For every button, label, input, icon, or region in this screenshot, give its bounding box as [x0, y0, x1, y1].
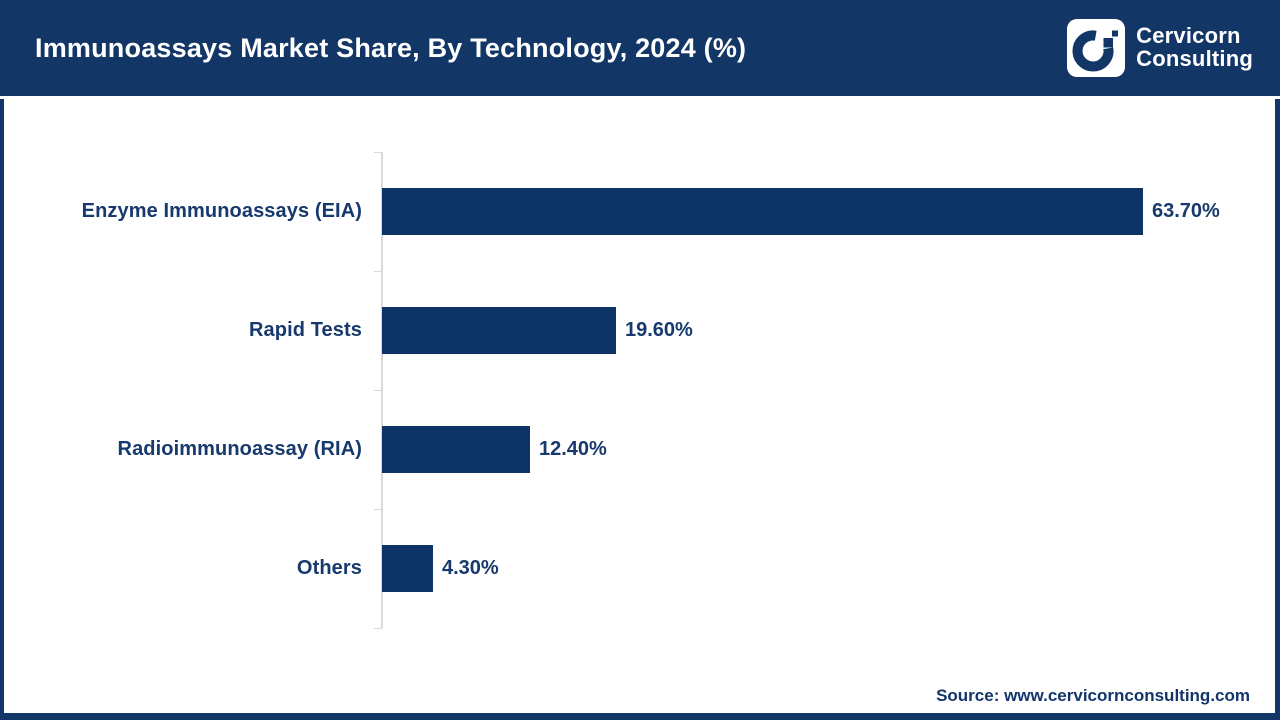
bar-value-label: 63.70%	[1152, 200, 1220, 222]
bar	[382, 426, 530, 473]
axis-tick	[374, 271, 382, 272]
brand-name-line1: Cervicorn	[1136, 23, 1241, 49]
header-bar: Immunoassays Market Share, By Technology…	[0, 0, 1280, 96]
chart-row: Others 4.30%	[0, 509, 1280, 628]
category-label: Enzyme Immunoassays (EIA)	[81, 200, 362, 222]
bar-value-label: 4.30%	[442, 557, 499, 579]
brand-logo: Cervicorn Consulting	[1067, 0, 1253, 96]
chart-row: Rapid Tests 19.60%	[0, 271, 1280, 390]
source-attribution: Source: www.cervicornconsulting.com	[936, 686, 1250, 705]
bar-value-label: 12.40%	[539, 438, 607, 460]
axis-tick	[374, 628, 382, 629]
axis-tick	[374, 509, 382, 510]
axis-tick	[374, 152, 382, 153]
page-title: Immunoassays Market Share, By Technology…	[35, 32, 747, 63]
brand-name: Cervicorn Consulting	[1136, 23, 1253, 71]
y-axis-line	[381, 152, 383, 628]
bar	[382, 545, 433, 592]
bar-value-label: 19.60%	[625, 319, 693, 341]
cervicorn-logo-icon	[1067, 19, 1126, 77]
category-label: Rapid Tests	[249, 319, 362, 341]
category-label: Radioimmunoassay (RIA)	[117, 438, 362, 460]
chart-row: Enzyme Immunoassays (EIA) 63.70%	[0, 152, 1280, 271]
bar	[382, 307, 616, 354]
axis-tick	[374, 390, 382, 391]
brand-name-line2: Consulting	[1136, 46, 1253, 71]
category-label: Others	[296, 557, 362, 579]
bar	[382, 188, 1143, 235]
chart-row: Radioimmunoassay (RIA) 12.40%	[0, 390, 1280, 509]
